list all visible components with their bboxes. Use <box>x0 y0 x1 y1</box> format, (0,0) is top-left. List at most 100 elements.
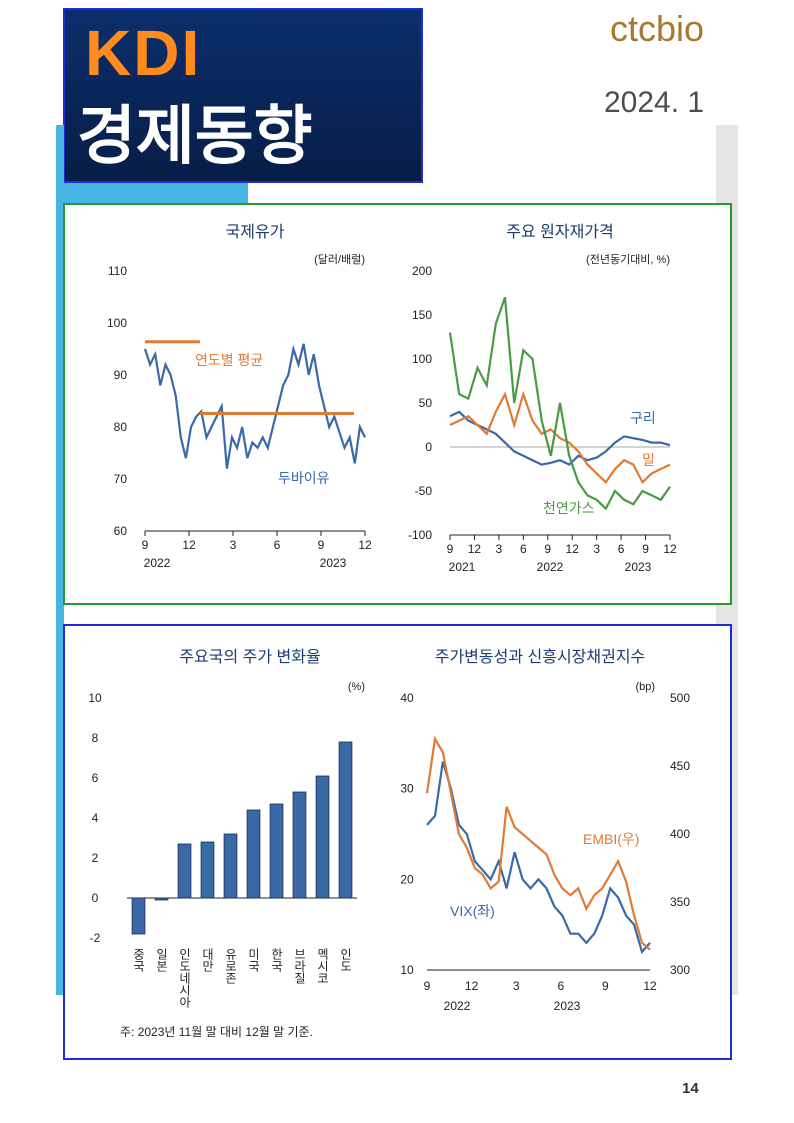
category-label: 중국 <box>132 948 146 972</box>
bar <box>292 791 307 899</box>
y-tick-label: 110 <box>108 264 127 278</box>
y-tick-label: -2 <box>90 931 101 945</box>
wheat-label: 밀 <box>642 452 655 468</box>
unit-label: (달러/배럴) <box>314 253 365 266</box>
category-label: 미국 <box>247 948 261 972</box>
category-label: 멕시코 <box>316 948 330 984</box>
x-year-label: 2022 <box>444 999 471 1013</box>
y-tick-label: -50 <box>415 484 433 498</box>
x-tick-label: 6 <box>520 542 527 556</box>
x-tick-label: 12 <box>465 979 479 993</box>
report-date: 2024. 1 <box>604 86 705 119</box>
y-tick-label: -100 <box>408 528 432 542</box>
y-tick-label: 80 <box>114 420 128 434</box>
avg-label: 연도별 평균 <box>195 352 263 368</box>
chart-title: 국제유가 <box>226 223 285 241</box>
series-line <box>448 297 671 511</box>
unit-label: (%) <box>348 681 365 693</box>
y2-tick-label: 400 <box>670 827 690 841</box>
category-label: 한국 <box>270 948 284 972</box>
y-tick-label: 0 <box>425 440 432 454</box>
bar <box>338 741 353 899</box>
x-tick-label: 3 <box>496 542 503 556</box>
x-tick-label: 3 <box>230 538 237 552</box>
page-number: 14 <box>682 1080 699 1097</box>
report-title-box: KDI 경제동향 <box>63 8 423 183</box>
x-tick-label: 3 <box>513 979 520 993</box>
category-label: 인도 <box>339 948 353 972</box>
y-tick-label: 100 <box>412 352 432 366</box>
x-tick-label: 3 <box>593 542 600 556</box>
x-tick-label: 9 <box>602 979 609 993</box>
y2-tick-label: 500 <box>670 691 690 705</box>
x-tick-label: 9 <box>642 542 649 556</box>
category-label: 브라질 <box>293 948 307 984</box>
y2-tick-label: 450 <box>670 759 690 773</box>
series-line <box>449 390 671 485</box>
x-tick-label: 9 <box>142 538 149 552</box>
y-tick-label: 4 <box>92 811 99 825</box>
chart-note: 주: 2023년 11월 말 대비 12월 말 기준. <box>120 1025 313 1039</box>
chart-title: 주요 원자재가격 <box>506 223 614 241</box>
y-tick-label: 100 <box>107 316 127 330</box>
y-tick-label: 150 <box>412 308 432 322</box>
x-tick-label: 9 <box>544 542 551 556</box>
x-year-label: 2023 <box>625 560 652 574</box>
x-year-label: 2022 <box>537 560 564 574</box>
category-label: 인도네시아 <box>178 948 192 1008</box>
x-year-label: 2023 <box>554 999 581 1013</box>
y-tick-label: 90 <box>114 368 128 382</box>
y-tick-label: 20 <box>400 872 414 886</box>
y-tick-label: 200 <box>412 264 432 278</box>
y2-tick-label: 300 <box>670 963 690 977</box>
unit-label: (전년동기대비, %) <box>586 253 670 266</box>
y-tick-label: 30 <box>400 782 414 796</box>
embi-label: EMBI(우) <box>583 831 639 847</box>
y-tick-label: 6 <box>92 771 99 785</box>
x-tick-label: 12 <box>566 542 580 556</box>
bar <box>223 833 238 899</box>
y-tick-label: 70 <box>114 472 128 486</box>
series-line <box>425 735 651 951</box>
x-tick-label: 9 <box>318 538 325 552</box>
gas-label: 천연가스 <box>543 500 595 516</box>
x-tick-label: 6 <box>557 979 564 993</box>
bar <box>269 803 284 899</box>
y-tick-label: 40 <box>400 691 414 705</box>
x-year-label: 2023 <box>320 556 347 570</box>
y-tick-label: 2 <box>92 851 99 865</box>
bar <box>131 897 146 935</box>
bar <box>154 897 169 901</box>
vix-label: VIX(좌) <box>450 903 495 919</box>
x-tick-label: 6 <box>274 538 281 552</box>
decorative-strip-top <box>56 183 248 203</box>
x-tick-label: 12 <box>358 538 372 552</box>
x-year-label: 2022 <box>144 556 171 570</box>
unit-label: (bp) <box>635 681 655 693</box>
bar <box>200 841 215 899</box>
y-tick-label: 8 <box>92 731 99 745</box>
y-tick-label: 50 <box>419 396 433 410</box>
chart-title: 주가변동성과 신흥시장채권지수 <box>435 648 646 666</box>
series-line <box>426 761 651 955</box>
chart-title: 주요국의 주가 변화율 <box>179 648 320 666</box>
bar <box>177 843 192 899</box>
category-label: 일본 <box>155 948 169 972</box>
category-label: 유로존 <box>224 948 238 984</box>
y-tick-label: 10 <box>88 691 102 705</box>
y-tick-label: 10 <box>400 963 414 977</box>
x-year-label: 2021 <box>449 560 476 574</box>
bar <box>246 809 261 899</box>
kdi-brand: KDI <box>85 17 202 89</box>
x-tick-label: 6 <box>618 542 625 556</box>
x-tick-label: 12 <box>663 542 677 556</box>
dubai-label: 두바이유 <box>278 470 330 486</box>
x-tick-label: 12 <box>643 979 657 993</box>
x-tick-label: 9 <box>447 542 454 556</box>
stock-panel: 주요국의 주가 변화율 (%) 10 8 6 4 2 0 -2 중국 일본 인도네시아 대만 유로존 미국 한… <box>63 624 732 1060</box>
commodity-panel: 국제유가 (달러/배럴) 110 100 90 80 70 60 9 12 3 6 9 12 2022 202… <box>63 203 732 605</box>
series-line <box>143 343 366 469</box>
